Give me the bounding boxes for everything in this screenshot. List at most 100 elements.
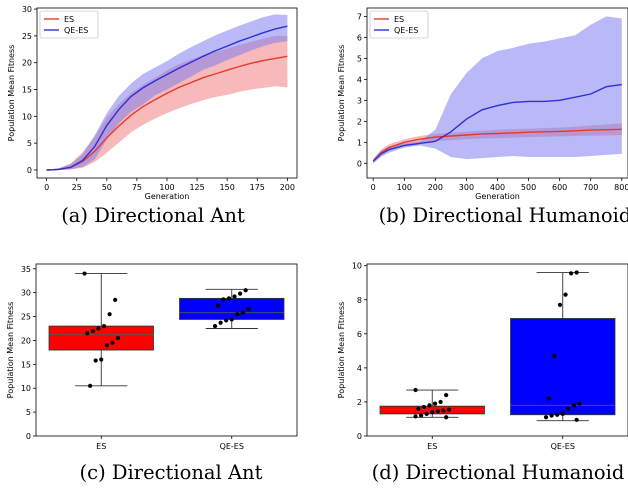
plot-frame — [35, 263, 298, 437]
plot-frame — [366, 263, 628, 437]
y-tick-label: 10 — [22, 112, 32, 121]
data-point — [212, 324, 218, 329]
legend-box — [39, 10, 99, 39]
y-tick-label: 0 — [26, 432, 31, 441]
data-point — [88, 383, 93, 388]
data-point — [557, 302, 563, 307]
data-point — [446, 407, 452, 412]
panel-caption: (a) Directional Ant — [61, 204, 245, 227]
y-tick-label: 15 — [22, 86, 32, 95]
data-point — [549, 413, 554, 418]
x-tick-label: 75 — [132, 183, 142, 192]
panel-caption: (c) Directional Ant — [80, 461, 263, 484]
x-category-label: QE-ES — [551, 442, 575, 451]
y-tick-label: 15 — [21, 360, 31, 369]
data-point — [235, 312, 240, 317]
y-tick-label: 8 — [357, 296, 362, 305]
data-point — [99, 357, 104, 362]
data-point — [240, 310, 245, 315]
y-tick-label: 4 — [357, 75, 362, 84]
box-body — [48, 325, 154, 351]
x-tick-label: 150 — [220, 183, 235, 192]
data-point — [419, 413, 424, 418]
data-point — [107, 312, 112, 317]
x-tick-label: 700 — [583, 183, 598, 192]
x-tick-label: 200 — [280, 183, 295, 192]
panel-caption: (b) Directional Humanoid — [379, 204, 628, 227]
y-tick-label: 25 — [22, 32, 32, 41]
data-point — [444, 415, 449, 420]
data-point — [421, 404, 426, 410]
box-qe-es — [179, 288, 285, 329]
y-tick-label: 6 — [357, 330, 362, 339]
data-point — [93, 358, 98, 363]
x-tick-label: 600 — [552, 183, 567, 192]
data-point — [441, 408, 446, 413]
data-point — [416, 406, 421, 411]
legend: ES QE-ES — [369, 10, 429, 39]
x-tick-label: 0 — [371, 183, 376, 192]
legend-label: QE-ES — [394, 26, 418, 35]
legend: ES QE-ES — [39, 10, 99, 39]
y-tick-label: 4 — [357, 364, 362, 373]
data-point — [82, 271, 87, 276]
y-tick-label: 20 — [22, 59, 32, 68]
y-tick-label: 10 — [352, 262, 362, 271]
y-axis-label: Population Mean Fitness — [7, 45, 16, 142]
y-tick-label: 2 — [357, 117, 362, 126]
x-axis-label: Generation — [475, 192, 520, 201]
series-line-es — [372, 128, 622, 162]
x-tick-label: 25 — [72, 183, 82, 192]
data-point — [85, 331, 90, 336]
data-point — [115, 335, 121, 341]
data-point — [427, 403, 432, 408]
y-tick-label: 35 — [21, 265, 31, 274]
x-tick-label: 50 — [102, 183, 112, 192]
data-point — [430, 410, 435, 415]
y-tick-label: 0 — [357, 432, 362, 441]
data-point — [218, 320, 223, 325]
data-point — [243, 288, 248, 293]
line-chart-b: 0 1 2 3 4 5 6 7 Population Mean Fitness 0 100 200 30… — [337, 7, 628, 227]
data-point — [232, 294, 237, 299]
y-tick-label: 2 — [357, 398, 362, 407]
series-band-es — [46, 35, 288, 171]
x-tick-label: 800 — [614, 183, 628, 192]
y-axis-label: Population Mean Fitness — [337, 45, 346, 142]
x-tick-label: 175 — [250, 183, 265, 192]
legend-label: ES — [394, 15, 404, 24]
data-point — [566, 406, 571, 411]
data-point — [571, 403, 576, 408]
data-point — [246, 306, 251, 312]
legend-label: ES — [64, 15, 74, 24]
y-tick-label: 5 — [26, 408, 31, 417]
line-chart-a: 0 5 10 15 20 25 30 Population Mean Fitness 0 25 50… — [7, 5, 298, 227]
data-point — [229, 317, 234, 322]
y-tick-label: 20 — [21, 336, 31, 345]
series-band-qe-es — [373, 16, 622, 164]
data-point — [555, 412, 560, 417]
series-band-qe-es — [46, 14, 288, 171]
data-point — [413, 414, 418, 419]
y-axis-label: Population Mean Fitness — [6, 302, 15, 399]
data-point — [543, 415, 549, 420]
data-point — [104, 343, 109, 348]
data-point — [574, 270, 579, 275]
data-point — [96, 326, 101, 331]
y-tick-label: 5 — [357, 54, 362, 63]
data-point — [113, 297, 118, 302]
box-chart-d: ES QE-ES 0 2 4 6 8 10 Population Mean Fitness (d)… — [337, 262, 628, 484]
box-body — [179, 297, 285, 320]
data-point — [221, 297, 226, 302]
panel-caption: (d) Directional Humanoid — [372, 461, 625, 484]
y-tick-label: 30 — [21, 289, 31, 298]
data-point — [238, 291, 243, 296]
legend-label: QE-ES — [64, 26, 88, 35]
y-tick-label: 7 — [357, 12, 362, 21]
x-category-label: QE-ES — [220, 442, 244, 451]
data-point — [560, 411, 565, 416]
data-point — [574, 417, 579, 422]
y-tick-label: 0 — [357, 159, 362, 168]
data-point — [90, 328, 95, 333]
